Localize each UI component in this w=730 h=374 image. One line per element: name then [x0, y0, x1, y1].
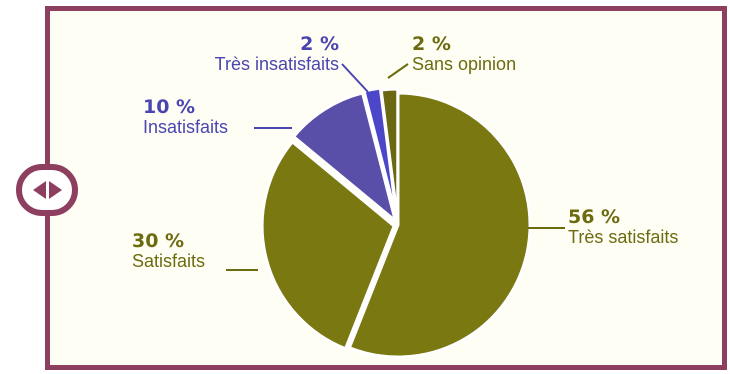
side-scroll-handle[interactable]	[16, 164, 78, 216]
value-label: 2 %	[412, 33, 451, 55]
label-tres-satisfaits: 56 % Très satisfaits	[568, 206, 679, 247]
leader-line	[341, 63, 369, 93]
category-label: Très satisfaits	[568, 226, 679, 247]
value-label: 56 %	[568, 206, 621, 228]
label-satisfaits: 30 % Satisfaits	[132, 230, 206, 271]
category-label: Insatisfaits	[143, 116, 229, 137]
arrow-left-icon	[32, 181, 46, 199]
label-sans-opinion: 2 % Sans opinion	[412, 33, 517, 74]
pie-slice-satisfaits	[260, 139, 396, 351]
arrow-right-icon	[48, 181, 62, 199]
leader-line	[387, 63, 409, 79]
value-label: 10 %	[143, 96, 196, 118]
category-label: Très insatisfaits	[214, 53, 339, 74]
pie-slice-tr-s-insatisfaits	[362, 86, 399, 220]
value-label: 30 %	[132, 230, 185, 252]
value-label: 2 %	[300, 33, 339, 55]
pie-slice-insatisfaits	[291, 91, 398, 225]
pie-slice-sans-opinion	[379, 87, 400, 222]
category-label: Satisfaits	[132, 250, 206, 271]
label-tres-insatisfaits: 2 % Très insatisfaits	[190, 33, 339, 74]
label-insatisfaits: 10 % Insatisfaits	[143, 96, 229, 137]
pie-slice-tr-s-satisfaits	[347, 91, 532, 359]
category-label: Sans opinion	[412, 53, 517, 74]
